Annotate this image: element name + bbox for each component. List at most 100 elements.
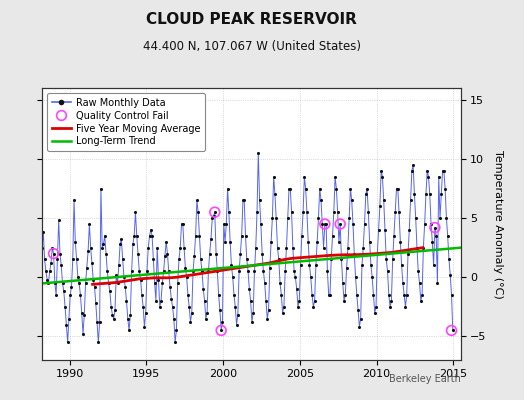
Point (418, 292, 427, 298)
Point (46, 268, 54, 274)
Point (234, 312, 242, 318)
Point (335, 238, 343, 245)
Point (413, 244, 421, 251)
Point (217, 327, 225, 334)
Point (62, 321, 71, 328)
Point (231, 304, 239, 310)
Point (124, 316, 132, 322)
Point (144, 244, 152, 251)
Point (219, 319, 227, 325)
Point (281, 268, 289, 274)
Point (74, 274, 82, 280)
Point (253, 209, 261, 215)
Point (367, 262, 375, 268)
Point (173, 280, 182, 286)
Point (359, 244, 367, 251)
Point (126, 312, 135, 318)
Point (90, 284, 99, 290)
Point (255, 197, 264, 204)
Point (269, 174, 278, 180)
Point (193, 197, 201, 204)
Point (85, 221, 94, 227)
Point (329, 233, 337, 239)
Point (401, 304, 410, 310)
Point (217, 327, 225, 334)
Point (379, 197, 388, 204)
Point (194, 209, 202, 215)
Point (202, 316, 210, 322)
Point (305, 262, 314, 268)
Point (345, 215, 353, 221)
Point (331, 174, 339, 180)
Point (369, 292, 378, 298)
Point (246, 298, 255, 304)
Point (423, 168, 431, 174)
Point (250, 268, 259, 274)
Point (79, 331, 87, 337)
Point (135, 268, 144, 274)
Point (89, 276, 97, 283)
Point (297, 262, 305, 268)
Point (140, 324, 149, 330)
Point (260, 280, 269, 286)
Point (47, 260, 55, 266)
Point (84, 248, 92, 254)
Point (283, 215, 292, 221)
Point (278, 310, 287, 316)
Point (216, 307, 224, 314)
Point (388, 256, 397, 263)
Point (115, 262, 123, 268)
Point (157, 298, 165, 304)
Point (53, 256, 62, 263)
Point (42, 268, 50, 274)
Point (211, 209, 219, 215)
Point (102, 250, 110, 257)
Point (221, 238, 229, 245)
Point (240, 197, 248, 204)
Point (268, 215, 277, 221)
Point (307, 274, 315, 280)
Point (49, 250, 58, 257)
Point (384, 268, 392, 274)
Point (154, 276, 162, 283)
Point (277, 292, 286, 298)
Point (252, 244, 260, 251)
Point (182, 274, 191, 280)
Point (282, 244, 291, 251)
Point (208, 215, 216, 221)
Point (101, 233, 109, 239)
Point (410, 191, 419, 198)
Point (394, 185, 402, 192)
Point (236, 250, 245, 257)
Point (312, 262, 320, 268)
Point (72, 256, 81, 263)
Point (318, 221, 326, 227)
Point (244, 268, 252, 274)
Point (203, 310, 211, 316)
Text: 44.400 N, 107.067 W (United States): 44.400 N, 107.067 W (United States) (143, 40, 361, 53)
Point (139, 304, 147, 310)
Text: CLOUD PEAK RESERVOIR: CLOUD PEAK RESERVOIR (146, 12, 357, 27)
Point (405, 227, 413, 233)
Point (170, 316, 178, 322)
Point (207, 236, 215, 242)
Point (199, 286, 208, 292)
Point (66, 292, 74, 298)
Point (257, 221, 265, 227)
Point (404, 250, 412, 257)
Point (374, 227, 383, 233)
Point (364, 209, 373, 215)
Point (397, 262, 406, 268)
Point (446, 272, 454, 278)
Point (99, 241, 107, 247)
Point (285, 185, 293, 192)
Point (354, 307, 362, 314)
Point (332, 185, 341, 192)
Point (422, 191, 430, 198)
Point (390, 233, 398, 239)
Point (159, 268, 168, 274)
Point (127, 268, 136, 274)
Point (447, 327, 456, 334)
Point (120, 274, 128, 280)
Point (67, 284, 75, 290)
